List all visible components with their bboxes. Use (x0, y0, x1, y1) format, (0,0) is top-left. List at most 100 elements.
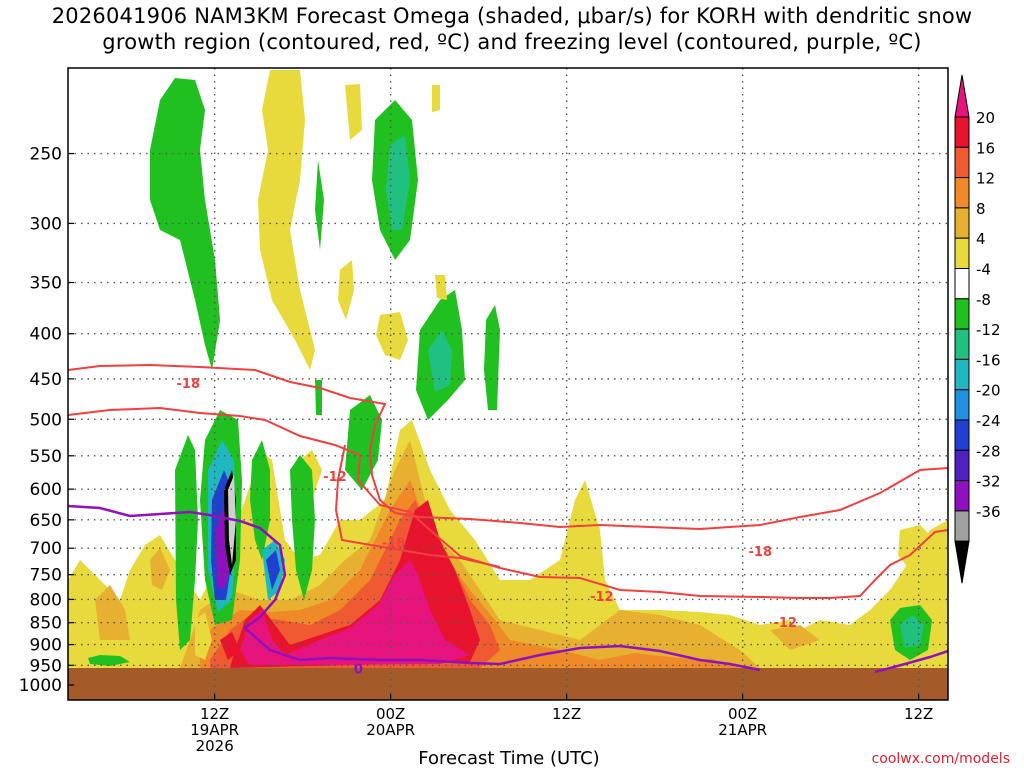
y-tick-label: 700 (30, 539, 62, 559)
y-tick-label: 500 (30, 410, 62, 430)
downward-motion-region (435, 275, 447, 300)
colorbar-level-label: 4 (976, 230, 986, 248)
y-tick-label: 900 (30, 636, 62, 656)
colorbar-swatch (954, 177, 970, 209)
contour-label: -18 (177, 377, 201, 392)
maximum-downward-motion-region (240, 560, 470, 665)
colorbar-level-label: -28 (976, 442, 1001, 460)
colorbar-swatch (954, 328, 970, 360)
snow-growth-contour-inner (334, 444, 501, 568)
contour-label: -12 (323, 470, 347, 485)
upward-motion-region (900, 615, 924, 648)
snow-growth-contour-upper-minus18 (68, 363, 948, 531)
y-tick-label: 800 (30, 590, 62, 610)
colorbar-level-label: -36 (976, 503, 1001, 521)
downward-motion-region (150, 548, 170, 590)
contour-label: -18 (382, 537, 406, 552)
x-tick-label: 00Z (376, 705, 405, 723)
x-tick-label: 00Z (728, 705, 757, 723)
colorbar-swatch (954, 268, 970, 300)
omega-shading (68, 70, 948, 668)
colorbar-swatch (954, 480, 970, 512)
downward-motion-region (345, 84, 362, 140)
y-tick-label: 450 (30, 370, 62, 390)
contours: -18 -12 -18 -18 -12 -12 0 (68, 363, 948, 678)
colorbar-level-label: 8 (976, 200, 986, 218)
colorbar-swatch (954, 358, 970, 391)
x-tick-label: 12Z (904, 705, 933, 723)
x-tick-label: 20APR (366, 721, 415, 739)
colorbar-swatch (954, 146, 970, 179)
y-tick-label: 550 (30, 447, 62, 467)
colorbar-level-label: -4 (976, 261, 991, 279)
y-tick-label: 950 (30, 656, 62, 676)
colorbar-level-label: -32 (976, 473, 1001, 491)
downward-motion-region (258, 70, 315, 370)
snow-growth-contour-lower-minus12 (68, 406, 948, 599)
x-tick-label: 12Z (200, 705, 229, 723)
contour-label: 0 (354, 663, 363, 678)
downward-motion-region (220, 632, 240, 660)
colorbar-swatch (954, 449, 970, 482)
colorbar-level-label: -8 (976, 291, 991, 309)
upward-motion-region (484, 305, 500, 410)
y-axis: 2503003504004505005506006507007508008509… (19, 145, 74, 696)
contour-label: -18 (749, 545, 773, 560)
downward-motion-region (95, 585, 130, 640)
y-tick-label: 400 (30, 325, 62, 345)
downward-motion-region (376, 312, 408, 360)
chart-title-line-1: 2026041906 NAM3KM Forecast Omega (shaded… (51, 4, 973, 28)
colorbar-level-label: 12 (976, 170, 995, 188)
contour-label: -12 (590, 590, 614, 605)
upward-motion-region (386, 135, 410, 230)
colorbar-swatch (954, 207, 970, 239)
colorbar-level-label: -12 (976, 321, 1001, 339)
downward-motion-region (338, 260, 354, 320)
upward-motion-region (315, 160, 324, 250)
colorbar-swatch (954, 116, 970, 148)
colorbar-level-label: -16 (976, 351, 1001, 369)
upward-motion-region (290, 455, 315, 600)
grid-lines (68, 68, 948, 700)
downward-motion-region (432, 85, 440, 112)
x-tick-label: 19APR (190, 721, 239, 739)
colorbar-level-label: -24 (976, 412, 1001, 430)
colorbar-arrow-max (954, 74, 970, 118)
colorbar-level-label: -20 (976, 382, 1001, 400)
y-tick-label: 850 (30, 614, 62, 634)
colorbar-arrow-min (954, 540, 970, 584)
upward-motion-region (88, 655, 130, 666)
y-tick-label: 250 (30, 145, 62, 165)
credit-text: coolwx.com/models (872, 751, 1010, 767)
y-tick-label: 600 (30, 480, 62, 500)
freezing-level-contour-east (874, 649, 948, 674)
y-tick-label: 350 (30, 274, 62, 294)
downward-motion-region (898, 525, 935, 570)
y-tick-label: 650 (30, 511, 62, 531)
colorbar: 20 16 12 8 4 -4 -8 -12 -16 -20 -24 -28 -32 -36 (954, 74, 1001, 584)
upward-motion-region (428, 330, 452, 392)
downward-motion-region (770, 625, 820, 650)
downward-motion-region (600, 620, 740, 660)
colorbar-swatch (954, 419, 970, 451)
ground-below-surface (68, 668, 948, 700)
y-tick-label: 300 (30, 214, 62, 234)
upward-motion-region (266, 550, 280, 590)
y-tick-label: 1000 (19, 676, 62, 696)
freezing-level-contour (68, 504, 761, 672)
chart-title-line-2: growth region (contoured, red, ºC) and f… (102, 30, 922, 54)
contour-label: -12 (773, 616, 797, 631)
y-tick-label: 750 (30, 566, 62, 586)
x-tick-label: 12Z (552, 705, 581, 723)
colorbar-swatch (954, 510, 970, 542)
colorbar-swatch (954, 298, 970, 330)
upward-motion-region (315, 380, 322, 415)
x-tick-label: 2026 (196, 737, 234, 755)
plot-frame (67, 67, 949, 701)
colorbar-swatch (954, 237, 970, 269)
downward-motion-region (195, 612, 212, 660)
colorbar-swatch (954, 389, 970, 421)
x-tick-label: 21APR (718, 721, 767, 739)
